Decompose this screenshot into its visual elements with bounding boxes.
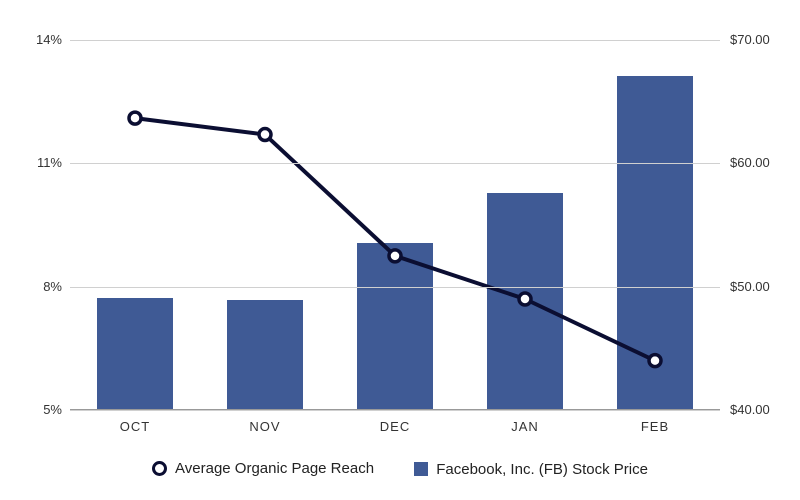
legend-bar-label: Facebook, Inc. (FB) Stock Price: [436, 461, 648, 478]
x-tick: FEB: [641, 419, 669, 434]
data-point-marker: [519, 293, 531, 305]
legend-item-bar: Facebook, Inc. (FB) Stock Price: [414, 461, 648, 478]
y-left-tick: 5%: [20, 402, 62, 417]
gridline: [70, 287, 720, 288]
x-tick: JAN: [511, 419, 539, 434]
chart: 5% 8% 11% 14% $40.00 $50.00 $60.00 $70.00 OCT NOV…: [0, 0, 800, 500]
x-tick: OCT: [120, 419, 150, 434]
y-right-tick: $70.00: [730, 32, 770, 47]
y-left-tick: 14%: [20, 32, 62, 47]
plot-area: 5%8%11%14%$40.00$50.00$60.00$70.00OCTNOV…: [70, 40, 720, 410]
line-layer: [70, 40, 720, 410]
y-right-tick: $40.00: [730, 402, 770, 417]
data-point-marker: [259, 129, 271, 141]
legend-item-line: Average Organic Page Reach: [152, 460, 374, 477]
data-point-marker: [389, 250, 401, 262]
x-tick: NOV: [249, 419, 280, 434]
data-point-marker: [649, 355, 661, 367]
gridline: [70, 40, 720, 41]
y-right-tick: $60.00: [730, 155, 770, 170]
legend: Average Organic Page Reach Facebook, Inc…: [0, 460, 800, 480]
y-left-tick: 8%: [20, 279, 62, 294]
x-tick: DEC: [380, 419, 410, 434]
square-marker-icon: [414, 462, 428, 476]
y-left-tick: 11%: [20, 155, 62, 170]
gridline: [70, 163, 720, 164]
circle-marker-icon: [152, 461, 167, 476]
legend-line-label: Average Organic Page Reach: [175, 460, 374, 477]
gridline: [70, 410, 720, 411]
trend-line: [135, 118, 655, 361]
data-point-marker: [129, 112, 141, 124]
y-right-tick: $50.00: [730, 279, 770, 294]
